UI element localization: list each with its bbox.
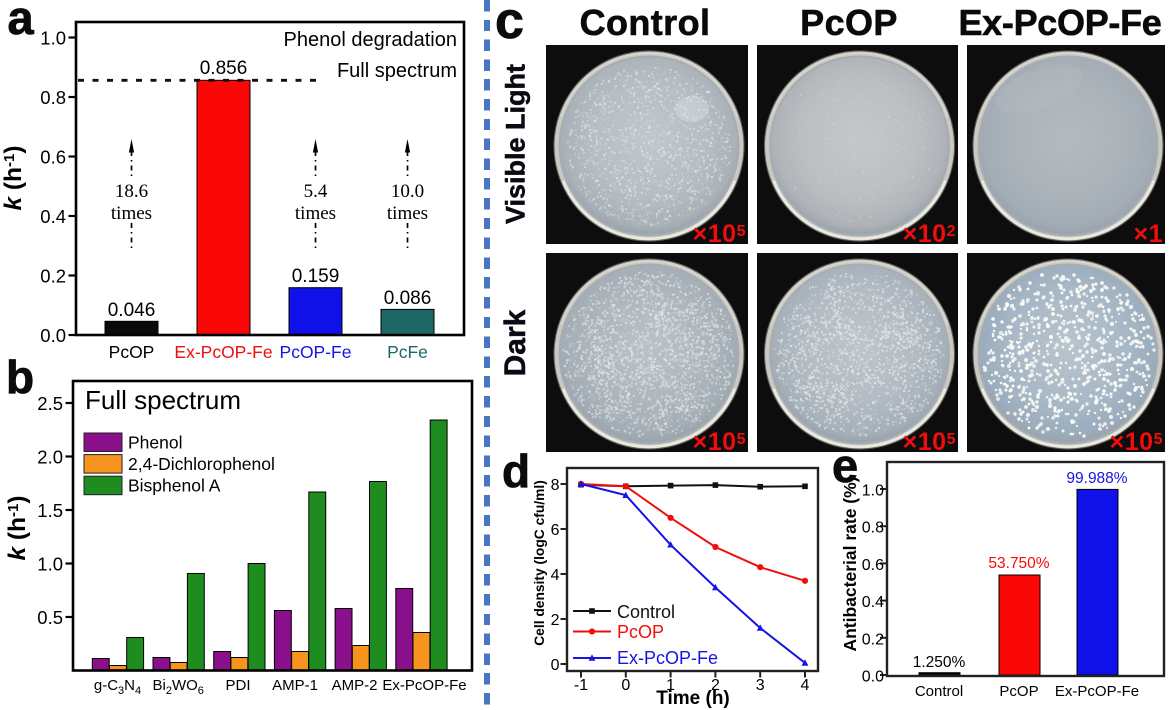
svg-text:g-C3N4: g-C3N4 bbox=[94, 677, 141, 697]
svg-text:Bisphenol A: Bisphenol A bbox=[128, 476, 221, 496]
svg-text:k (h-1): k (h-1) bbox=[0, 145, 27, 210]
svg-text:18.6: 18.6 bbox=[115, 181, 148, 202]
svg-text:0.4: 0.4 bbox=[40, 206, 66, 227]
svg-text:Bi2WO6: Bi2WO6 bbox=[152, 677, 203, 697]
svg-text:PcFe: PcFe bbox=[387, 342, 428, 362]
svg-text:0.086: 0.086 bbox=[384, 288, 432, 309]
svg-text:5.4: 5.4 bbox=[304, 181, 328, 202]
svg-text:1.5: 1.5 bbox=[37, 500, 63, 521]
svg-text:Ex-PcOP-Fe: Ex-PcOP-Fe bbox=[174, 342, 272, 362]
svg-text:Ex-PcOP-Fe: Ex-PcOP-Fe bbox=[382, 677, 466, 694]
svg-text:PcOP: PcOP bbox=[109, 342, 155, 362]
svg-text:0.046: 0.046 bbox=[108, 300, 156, 321]
svg-text:0.6: 0.6 bbox=[40, 147, 66, 168]
svg-text:0.159: 0.159 bbox=[292, 266, 340, 287]
svg-text:PDI: PDI bbox=[225, 677, 250, 694]
svg-text:2.0: 2.0 bbox=[37, 447, 63, 468]
svg-text:1.0: 1.0 bbox=[40, 28, 66, 49]
svg-text:times: times bbox=[111, 203, 152, 224]
svg-text:2.5: 2.5 bbox=[37, 393, 63, 414]
svg-text:0.0: 0.0 bbox=[40, 325, 66, 346]
svg-text:1.0: 1.0 bbox=[37, 554, 63, 575]
svg-text:10.0: 10.0 bbox=[391, 181, 424, 202]
svg-text:0.856: 0.856 bbox=[200, 58, 248, 79]
svg-text:PcOP-Fe: PcOP-Fe bbox=[280, 342, 352, 362]
svg-text:k (h-1): k (h-1) bbox=[4, 495, 31, 560]
svg-text:0.2: 0.2 bbox=[40, 266, 66, 287]
svg-text:2,4-Dichlorophenol: 2,4-Dichlorophenol bbox=[128, 454, 275, 474]
svg-text:AMP-2: AMP-2 bbox=[332, 677, 378, 694]
svg-text:Phenol degradation: Phenol degradation bbox=[284, 29, 457, 51]
svg-text:0.8: 0.8 bbox=[40, 87, 66, 108]
svg-text:Full spectrum: Full spectrum bbox=[85, 385, 241, 415]
svg-text:Phenol: Phenol bbox=[128, 433, 183, 453]
svg-text:0.5: 0.5 bbox=[37, 607, 63, 628]
svg-text:AMP-1: AMP-1 bbox=[272, 677, 318, 694]
svg-text:Full spectrum: Full spectrum bbox=[337, 60, 457, 82]
svg-text:times: times bbox=[295, 203, 336, 224]
svg-text:times: times bbox=[387, 203, 428, 224]
